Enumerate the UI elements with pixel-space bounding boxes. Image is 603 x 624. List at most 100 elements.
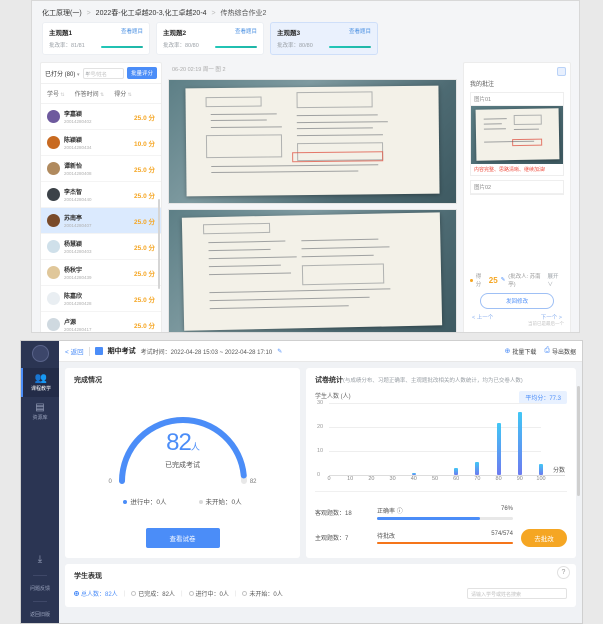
chart-xlabel: 分数 — [552, 468, 565, 474]
list-item[interactable]: 杨慧颖 20014280403 25.0 分 — [41, 234, 161, 260]
filter-in-progress[interactable]: 进行中：0人 — [188, 589, 229, 598]
annotation-footer: 得分 25 ✎ (批改人: 苏南亭) 展开 ∨ 发回修改 < 上一个 下一个 >… — [464, 267, 570, 332]
annotation-image-card-2: 图片02 — [470, 180, 564, 195]
student-id: 20014280417 — [64, 327, 92, 332]
completion-gauge: 82人 已完成考试 0 82 — [74, 395, 291, 490]
filter-completed[interactable]: 已完成：82人 — [131, 589, 175, 598]
question-stats: 客观题数：18 正确率 ⓘ 76% 主观题数：7 — [315, 491, 567, 547]
download-icon: ⤓ — [37, 554, 43, 565]
send-back-button[interactable]: 发回修改 — [480, 293, 554, 309]
sidebar-item-old-version[interactable]: 返回旧版 — [21, 606, 59, 623]
list-item[interactable]: 李嘉颖 20014280402 25.0 分 — [41, 104, 161, 130]
batch-score-button[interactable]: 批量评分 — [126, 67, 157, 79]
question-tab-3-status[interactable]: 查看题目 — [348, 29, 371, 35]
edit-icon[interactable]: ✎ — [277, 348, 283, 355]
filter-total[interactable]: 总人数：82人 — [74, 589, 118, 598]
library-icon: ▤ — [35, 402, 45, 413]
bar-100 — [539, 464, 543, 475]
list-item[interactable]: 陈颖颖 20014280434 10.0 分 — [41, 130, 161, 156]
col-submit-time[interactable]: 作答时间 ⇅ — [74, 92, 105, 98]
xtick-100: 100 — [536, 476, 546, 482]
answer-image-panel: 06-20 02:19 周一 图 2 — [168, 62, 457, 332]
prev-button[interactable]: < 上一个 — [472, 315, 494, 321]
question-tab-2[interactable]: 查看题目 主观题2 批改率：80/80 — [156, 22, 264, 55]
student-score: 25.0 分 — [134, 114, 155, 122]
edit-icon[interactable]: ✎ — [500, 277, 506, 283]
content-area: 完成情况 82人 已完成考试 0 82 — [59, 362, 582, 623]
question-tab-2-title: 主观题2 — [163, 30, 187, 37]
paper-sheet — [182, 212, 443, 331]
performance-filters: 总人数：82人 | 已完成：82人 | 进行中：0人 | 未开始：0人 请输入学… — [74, 588, 567, 599]
student-score: 25.0 分 — [134, 192, 155, 200]
sidebar-item-feedback[interactable]: 问题反馈 — [21, 580, 59, 597]
homework-image-2[interactable] — [168, 209, 457, 332]
subjective-count: 主观题数：7 — [315, 536, 349, 542]
student-score: 25.0 分 — [134, 166, 155, 174]
info-icon[interactable]: ⓘ — [396, 509, 403, 515]
grade-status-select[interactable]: 已打分 (80) ▾ — [45, 71, 80, 78]
batch-download-button[interactable]: ⊕ 批量下载 — [504, 348, 537, 356]
expand-toggle[interactable]: 展开 ∨ — [547, 274, 559, 288]
content-scrollbar[interactable] — [577, 386, 580, 496]
homework-image-1[interactable] — [168, 79, 457, 204]
pending-label: 待批改 — [377, 533, 396, 540]
list-item[interactable]: 苏南亭 20014280407 25.0 分 — [41, 208, 161, 234]
avatar — [47, 266, 60, 279]
go-grade-button[interactable]: 去批改 — [521, 528, 567, 547]
question-tab-2-status[interactable]: 查看题目 — [234, 29, 257, 35]
sidebar-item-library[interactable]: ▤ 资源库 — [21, 397, 59, 426]
filter-not-started[interactable]: 未开始：0人 — [242, 589, 283, 598]
student-search-input[interactable]: 学号/姓名 ⌕ — [82, 67, 124, 79]
breadcrumb-item-course[interactable]: 化工原理(一) — [42, 10, 82, 17]
annotation-image-card-1: 图片01 内容完整、思路清晰、继续加油! — [470, 92, 564, 176]
student-id: 20014280428 — [64, 301, 92, 306]
score-prefix: 得分 — [475, 274, 482, 288]
ytick-30: 30 — [317, 400, 324, 406]
sidebar-item-teaching[interactable]: 👥 课程教学 — [21, 368, 59, 397]
student-list-scrollbar[interactable] — [158, 199, 160, 289]
sidebar-item-download[interactable]: ⤓ — [21, 549, 59, 571]
chart-bars — [329, 403, 543, 475]
list-item[interactable]: 杨秋宇 20014280439 25.0 分 — [41, 260, 161, 286]
back-button[interactable]: < 返回 — [65, 349, 84, 356]
annotation-caption: 内容完整、思路清晰、继续加油! — [474, 167, 546, 173]
question-tab-1-progress-label: 批改率：81/81 — [49, 43, 85, 49]
col-score[interactable]: 得分 ⇅ — [114, 92, 132, 98]
col-student-id[interactable]: 学号 ⇅ — [47, 92, 65, 98]
view-paper-button[interactable]: 查看试卷 — [145, 528, 220, 548]
annotation-image-label-1: 图片01 — [471, 93, 563, 106]
list-item[interactable]: 谭新怡 20014280408 25.0 分 — [41, 156, 161, 182]
question-tab-1-status[interactable]: 查看题目 — [120, 29, 143, 35]
annotation-thumbnail-1[interactable] — [471, 106, 563, 164]
gauge-min: 0 — [108, 479, 112, 485]
list-item[interactable]: 卢源 20014280417 25.0 分 — [41, 312, 161, 332]
list-item[interactable]: 李杰智 20014280440 25.0 分 — [41, 182, 161, 208]
accuracy-label: 正确率 ⓘ — [377, 509, 403, 515]
completion-card: 完成情况 82人 已完成考试 0 82 — [65, 368, 300, 558]
page-title: 期中考试 — [107, 348, 136, 355]
chart-xticks: 0 10 20 30 40 50 60 70 80 90 100 分数 — [327, 468, 565, 485]
gauge-center: 82人 已完成考试 — [74, 429, 291, 470]
sidebar-item-label: 资源库 — [32, 415, 48, 421]
student-list-scroll[interactable]: 李嘉颖 20014280402 25.0 分 陈颖颖 20014280434 1… — [41, 104, 161, 332]
student-name: 苏南亭 — [64, 216, 83, 222]
performance-search-input[interactable]: 请输入学号或姓名搜索 — [467, 588, 567, 599]
accuracy-value: 76% — [500, 506, 513, 512]
question-tab-3[interactable]: 查看题目 主观题3 批改率：80/80 — [270, 22, 378, 55]
help-icon[interactable]: ? — [557, 566, 570, 579]
expand-icon[interactable] — [557, 67, 566, 76]
xtick-70: 70 — [474, 476, 481, 482]
next-button[interactable]: 下一个 > — [540, 315, 562, 321]
score-line: 得分 25 ✎ (批改人: 苏南亭) 展开 ∨ — [470, 272, 564, 288]
avatar — [47, 188, 60, 201]
export-data-button[interactable]: ⎙ 导出数据 — [544, 347, 576, 356]
list-item[interactable]: 陈嘉欣 20014280428 25.0 分 — [41, 286, 161, 312]
radio-icon — [242, 591, 248, 596]
question-tab-1[interactable]: 查看题目 主观题1 批改率：81/81 — [42, 22, 150, 55]
search-icon[interactable]: ⌕ — [85, 71, 89, 77]
xtick-60: 60 — [453, 476, 460, 482]
student-score: 25.0 分 — [134, 322, 155, 330]
breadcrumb-item-class[interactable]: 2022春-化工卓越20-3,化工卓越20-4 — [95, 10, 207, 17]
exam-doc-icon — [94, 347, 103, 355]
bar-80 — [496, 423, 501, 475]
